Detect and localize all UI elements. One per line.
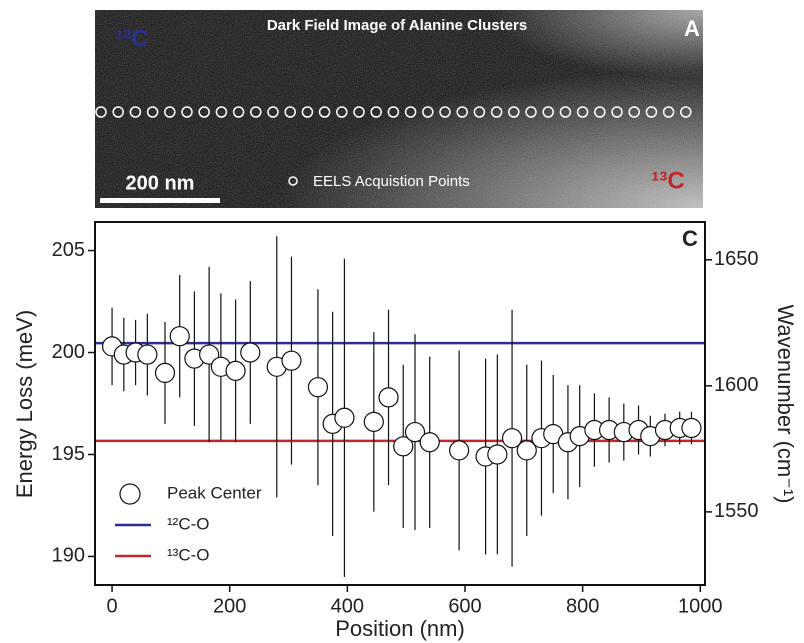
acquisition-point <box>181 106 193 118</box>
acquisition-point <box>490 106 503 118</box>
data-point <box>240 342 261 363</box>
legend-swatch <box>119 483 141 505</box>
acquisition-points <box>95 106 692 118</box>
acquisition-point <box>112 106 124 118</box>
data-point <box>393 436 414 457</box>
scale-bar-label: 200 nm <box>126 172 195 194</box>
y2-tick-label: 1650 <box>714 248 759 270</box>
y-tick-label: 200 <box>52 341 85 363</box>
data-point <box>378 387 399 408</box>
x-tick-label: 600 <box>448 595 481 617</box>
acquisition-point <box>250 106 262 118</box>
data-point <box>404 421 426 443</box>
dark-field-image <box>95 10 703 208</box>
acquisition-point <box>301 106 314 118</box>
plot-frame <box>94 221 706 586</box>
legend-label: ¹²C-O <box>167 514 209 533</box>
scale-bar <box>100 198 220 203</box>
data-point <box>363 411 384 432</box>
acquisition-point <box>129 106 142 118</box>
data-point <box>154 362 176 384</box>
x-tick-label: 0 <box>106 595 117 617</box>
data-point <box>449 440 470 461</box>
y-tick-label: 205 <box>52 239 85 261</box>
y-tick-label: 190 <box>52 545 85 567</box>
acquisition-point <box>232 106 245 118</box>
acquisition-point <box>284 106 296 118</box>
acquisition-point <box>628 106 640 118</box>
data-point <box>516 440 537 461</box>
acquisition-point <box>559 106 572 118</box>
y-tick-label: 195 <box>52 443 85 465</box>
y-axis-title: Energy Loss (meV) <box>12 310 37 498</box>
data-point <box>681 417 702 439</box>
acquisition-point <box>318 106 331 118</box>
acquisition-point <box>611 106 623 118</box>
acquisition-point <box>387 106 400 118</box>
data-point <box>487 444 508 465</box>
panel-label: A <box>684 16 700 41</box>
panel-label: C <box>682 226 698 251</box>
acquisition-point <box>215 106 228 118</box>
acquisition-point <box>508 106 520 118</box>
x-tick-label: 1000 <box>678 595 723 617</box>
y2-axis-title: Wavenumber (cm⁻¹) <box>773 304 798 503</box>
y2-tick-label: 1550 <box>714 500 759 522</box>
acquisition-point <box>95 106 107 118</box>
acquisition-point <box>336 106 348 118</box>
acquisition-point <box>164 106 176 118</box>
image-legend: EELS Acquistion Points <box>313 173 470 190</box>
data-point <box>199 344 220 365</box>
x-tick-label: 200 <box>213 595 246 617</box>
acquisition-point <box>370 106 382 118</box>
data-point <box>281 350 302 371</box>
legend-symbol <box>288 176 298 186</box>
acquisition-point <box>439 106 451 118</box>
acquisition-point <box>645 106 658 118</box>
acquisition-point <box>662 106 675 118</box>
label-13c: ¹³C <box>651 167 684 194</box>
data-point <box>307 377 329 398</box>
x-axis-title: Position (nm) <box>335 616 465 641</box>
acquisition-point <box>473 106 486 118</box>
acquisition-point <box>404 106 417 118</box>
acquisition-point <box>576 106 589 118</box>
acquisition-point <box>267 106 279 118</box>
data-point <box>169 326 190 347</box>
acquisition-point <box>680 106 692 118</box>
data-point <box>501 428 523 449</box>
data-point <box>419 432 440 453</box>
acquisition-point <box>198 106 210 118</box>
acquisition-point <box>542 106 554 118</box>
x-tick-label: 400 <box>331 595 364 617</box>
acquisition-point <box>456 106 468 118</box>
legend-label: Peak Center <box>167 483 262 502</box>
image-title: Dark Field Image of Alanine Clusters <box>267 17 527 34</box>
y2-tick-label: 1600 <box>714 374 759 396</box>
x-tick-label: 800 <box>566 595 599 617</box>
acquisition-point <box>525 106 537 118</box>
acquisition-point <box>422 106 434 118</box>
data-point <box>225 360 246 381</box>
data-point <box>137 344 158 365</box>
acquisition-point <box>353 106 365 118</box>
data-point <box>334 407 355 428</box>
acquisition-point <box>146 106 159 118</box>
legend-label: ¹³C-O <box>167 545 209 564</box>
acquisition-point <box>594 106 606 118</box>
label-12c: ¹²C <box>115 25 148 52</box>
